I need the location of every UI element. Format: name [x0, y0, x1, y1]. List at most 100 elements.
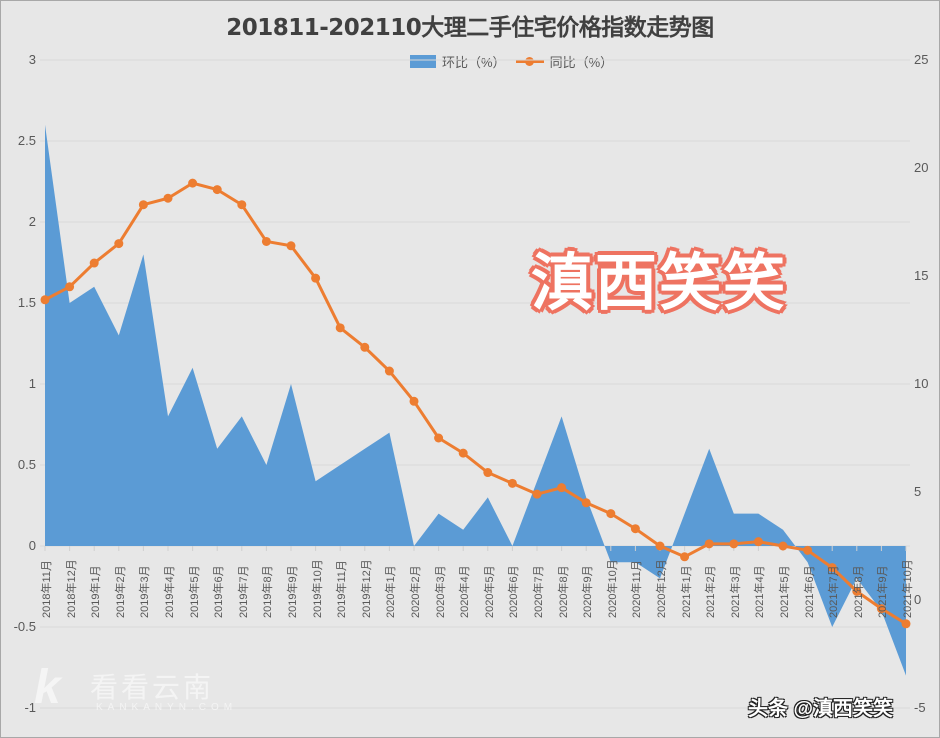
data-point-marker: [212, 185, 222, 195]
x-axis-label: 2020年11月: [631, 560, 644, 618]
data-point-marker: [581, 498, 591, 508]
legend-line-swatch-icon: [515, 55, 544, 68]
x-axis-label: 2020年10月: [606, 559, 619, 618]
legend: 环比（%） 同比（%）: [410, 52, 613, 71]
data-point-marker: [803, 545, 813, 555]
site-name-cn: 看看云南: [90, 671, 215, 704]
data-point-marker: [901, 619, 911, 629]
data-point-marker: [188, 178, 198, 188]
data-point-marker: [163, 193, 173, 203]
right-axis-tick: 15: [914, 268, 929, 283]
author-credit: 头条 @滇西笑笑: [748, 698, 894, 720]
data-point-marker: [286, 241, 296, 251]
x-axis-label: 2020年8月: [557, 565, 570, 618]
x-axis-label: 2021年6月: [803, 565, 816, 618]
data-point-marker: [360, 342, 370, 352]
data-point-marker: [729, 539, 739, 549]
x-axis-label: 2020年3月: [434, 565, 447, 618]
legend-series1-label: 环比（%）: [442, 55, 506, 70]
data-point-marker: [483, 468, 493, 478]
data-point-marker: [827, 563, 837, 573]
data-point-marker: [458, 448, 468, 458]
x-axis-label: 2019年5月: [188, 565, 201, 618]
x-axis-label: 2020年7月: [533, 565, 545, 618]
data-point-marker: [704, 539, 714, 549]
data-point-marker: [557, 483, 567, 493]
data-point-marker: [311, 273, 321, 283]
data-point-marker: [753, 537, 763, 547]
right-axis-tick: 20: [914, 160, 929, 175]
data-point-marker: [40, 295, 50, 305]
x-axis-label: 2020年6月: [508, 565, 521, 618]
data-point-marker: [507, 478, 517, 488]
data-point-marker: [680, 552, 690, 562]
x-axis-label: 2019年11月: [336, 560, 349, 618]
right-axis-tick: 0: [914, 592, 922, 607]
legend-series2-label: 同比（%）: [549, 55, 614, 70]
data-point-marker: [630, 524, 640, 534]
x-axis-label: 2019年10月: [311, 559, 324, 618]
left-axis-tick: 1: [28, 376, 36, 391]
x-axis-label: 2019年2月: [114, 565, 127, 618]
x-axis-label: 2019年6月: [213, 565, 226, 618]
left-axis-tick: -1: [24, 700, 36, 715]
data-point-marker: [65, 282, 75, 292]
x-axis-label: 2021年9月: [877, 565, 890, 618]
x-axis-label: 2021年1月: [680, 565, 693, 618]
right-axis-tick: -5: [914, 700, 926, 715]
area-series-mom: [45, 124, 906, 676]
right-axis-tick: 5: [914, 484, 922, 499]
data-point-marker: [434, 433, 444, 443]
x-axis-label: 2020年4月: [459, 565, 472, 618]
x-axis-label: 2019年9月: [287, 565, 299, 618]
data-point-marker: [237, 200, 247, 210]
data-point-marker: [852, 586, 862, 596]
x-axis-label: 2020年12月: [656, 559, 668, 618]
x-axis-label: 2021年8月: [852, 565, 865, 618]
x-axis-label: 2021年3月: [729, 565, 742, 618]
data-point-marker: [335, 323, 345, 333]
left-axis-tick: 0: [28, 538, 36, 553]
data-point-marker: [876, 604, 886, 614]
watermark-stamp: 滇西笑笑: [531, 246, 788, 319]
x-axis-label: 2021年10月: [902, 559, 914, 618]
x-axis-label: 2020年9月: [582, 565, 595, 618]
left-axis-tick: -0.5: [13, 619, 36, 634]
left-axis-tick: 0.5: [17, 457, 36, 472]
x-axis-label: 2019年3月: [139, 565, 152, 618]
x-axis-label: 2020年5月: [483, 565, 496, 618]
x-axis-label: 2021年2月: [705, 565, 718, 618]
data-point-marker: [138, 200, 148, 210]
x-axis-label: 2018年12月: [65, 559, 78, 618]
right-axis-tick: 10: [914, 376, 929, 391]
data-point-marker: [778, 541, 788, 551]
left-axis-tick: 2: [28, 214, 36, 229]
x-axis-label: 2021年4月: [754, 565, 767, 618]
x-axis-label: 2021年5月: [779, 565, 791, 618]
x-axis-label: 2020年2月: [410, 565, 422, 618]
x-axis-label: 2019年12月: [360, 559, 373, 618]
data-point-marker: [384, 366, 394, 376]
x-axis-label: 2020年1月: [385, 565, 398, 618]
x-axis-label: 2019年8月: [262, 565, 275, 618]
left-axis-tick: 1.5: [17, 295, 36, 310]
left-axis-tick: 3: [28, 52, 36, 67]
site-name-en: KANKANYN.COM: [96, 702, 238, 713]
right-axis-tick: 25: [914, 52, 929, 67]
data-point-marker: [89, 258, 99, 268]
left-axis-tick: 2.5: [17, 133, 36, 148]
data-point-marker: [606, 509, 616, 519]
legend-area-swatch-icon: [410, 55, 436, 68]
x-axis-label: 2018年11月: [41, 560, 53, 618]
x-axis-label: 2019年1月: [90, 565, 103, 618]
x-axis-label: 2019年4月: [164, 565, 176, 618]
data-point-marker: [532, 489, 542, 499]
chart-title: 201811-202110大理二手住宅价格指数走势图: [226, 15, 714, 41]
data-point-marker: [114, 239, 124, 249]
x-axis-label: 2019年7月: [237, 565, 250, 618]
data-point-marker: [261, 236, 271, 246]
x-axis-label: 2021年7月: [828, 565, 841, 618]
data-point-marker: [409, 396, 419, 406]
data-point-marker: [655, 541, 665, 551]
